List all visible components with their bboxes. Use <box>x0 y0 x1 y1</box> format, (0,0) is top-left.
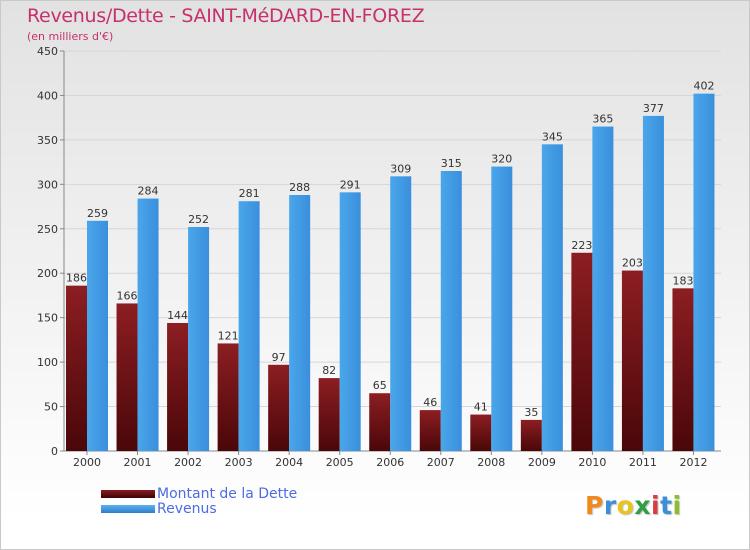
legend-label-revenus: Revenus <box>157 501 217 517</box>
x-tick-label: 2006 <box>376 456 404 469</box>
chart-subtitle: (en milliers d'€) <box>27 30 114 43</box>
bar-revenus <box>390 176 412 452</box>
bar-revenus <box>440 171 462 451</box>
legend-label-dette: Montant de la Dette <box>157 486 298 502</box>
x-tick-label: 2001 <box>124 456 152 469</box>
bar-revenus <box>693 93 715 452</box>
bar-revenus <box>289 195 311 451</box>
x-tick-label: 2005 <box>326 456 354 469</box>
bar-revenus <box>491 166 513 452</box>
x-tick-label: 2009 <box>528 456 556 469</box>
logo-letter: o <box>616 491 635 520</box>
y-tick-label: 100 <box>37 356 58 369</box>
x-tick-label: 2011 <box>629 456 657 469</box>
bar-dette <box>116 303 138 451</box>
y-tick-label: 250 <box>37 223 58 236</box>
bar-dette <box>672 288 694 451</box>
logo-letter: i <box>672 491 682 520</box>
data-label-dette: 166 <box>117 289 138 302</box>
bar-revenus <box>238 201 260 451</box>
data-label-dette: 41 <box>474 401 488 414</box>
bar-dette <box>268 364 290 451</box>
bar-dette <box>217 343 239 451</box>
legend-swatch-dette <box>101 490 155 498</box>
data-label-revenus: 281 <box>239 187 260 200</box>
data-label-dette: 121 <box>218 329 239 342</box>
data-label-revenus: 309 <box>390 162 411 175</box>
bar-revenus <box>188 227 210 451</box>
y-tick-label: 400 <box>37 89 58 102</box>
data-label-dette: 97 <box>272 351 286 364</box>
data-label-dette: 144 <box>167 309 188 322</box>
bar-revenus <box>137 198 159 451</box>
bar-dette <box>369 393 391 451</box>
data-label-dette: 82 <box>322 364 336 377</box>
data-label-revenus: 252 <box>188 213 209 226</box>
data-label-dette: 46 <box>423 396 437 409</box>
x-tick-label: 2004 <box>275 456 303 469</box>
y-tick-label: 350 <box>37 134 58 147</box>
bar-revenus <box>592 126 614 452</box>
data-label-revenus: 320 <box>491 153 512 166</box>
data-label-revenus: 345 <box>542 130 563 143</box>
bar-dette <box>621 270 643 451</box>
data-label-dette: 65 <box>373 379 387 392</box>
legend-swatch-revenus <box>101 505 155 513</box>
data-label-revenus: 284 <box>138 185 159 198</box>
proxiti-logo: Proxiti <box>585 491 682 520</box>
bar-dette <box>167 323 189 451</box>
data-label-dette: 183 <box>672 274 693 287</box>
chart-title: Revenus/Dette - SAINT-MéDARD-EN-FOREZ <box>27 5 425 27</box>
bar-revenus <box>339 192 361 452</box>
x-tick-label: 2000 <box>73 456 101 469</box>
y-tick-label: 300 <box>37 178 58 191</box>
x-tick-label: 2008 <box>477 456 505 469</box>
x-tick-label: 2010 <box>578 456 606 469</box>
logo-letter: t <box>660 491 673 520</box>
data-label-dette: 35 <box>524 406 538 419</box>
data-label-dette: 203 <box>622 257 643 270</box>
bar-dette <box>419 410 441 451</box>
data-label-dette: 186 <box>66 272 87 285</box>
y-tick-label: 150 <box>37 312 58 325</box>
bar-revenus <box>87 220 108 451</box>
bar-dette <box>571 252 593 451</box>
bar-revenus <box>642 115 664 451</box>
data-label-dette: 223 <box>571 239 592 252</box>
y-tick-label: 50 <box>44 401 58 414</box>
bar-dette <box>520 419 542 451</box>
x-tick-label: 2012 <box>679 456 707 469</box>
data-label-revenus: 315 <box>441 157 462 170</box>
logo-letter: i <box>651 491 661 520</box>
logo-letter: P <box>585 491 604 520</box>
data-label-revenus: 402 <box>693 80 714 93</box>
y-tick-label: 0 <box>51 445 58 458</box>
data-label-revenus: 288 <box>289 181 310 194</box>
y-tick-label: 450 <box>37 45 58 58</box>
x-tick-label: 2007 <box>427 456 455 469</box>
data-label-revenus: 291 <box>340 178 361 191</box>
y-tick-label: 200 <box>37 267 58 280</box>
logo-letter: x <box>634 491 651 520</box>
bar-revenus <box>541 144 563 452</box>
bar-dette <box>66 285 87 451</box>
x-tick-label: 2003 <box>225 456 253 469</box>
bar-dette <box>470 414 492 451</box>
data-label-revenus: 377 <box>643 102 664 115</box>
bar-dette <box>318 378 340 451</box>
data-label-revenus: 259 <box>87 207 108 220</box>
data-label-revenus: 365 <box>592 113 613 126</box>
logo-letter: r <box>603 491 617 520</box>
x-tick-label: 2002 <box>174 456 202 469</box>
